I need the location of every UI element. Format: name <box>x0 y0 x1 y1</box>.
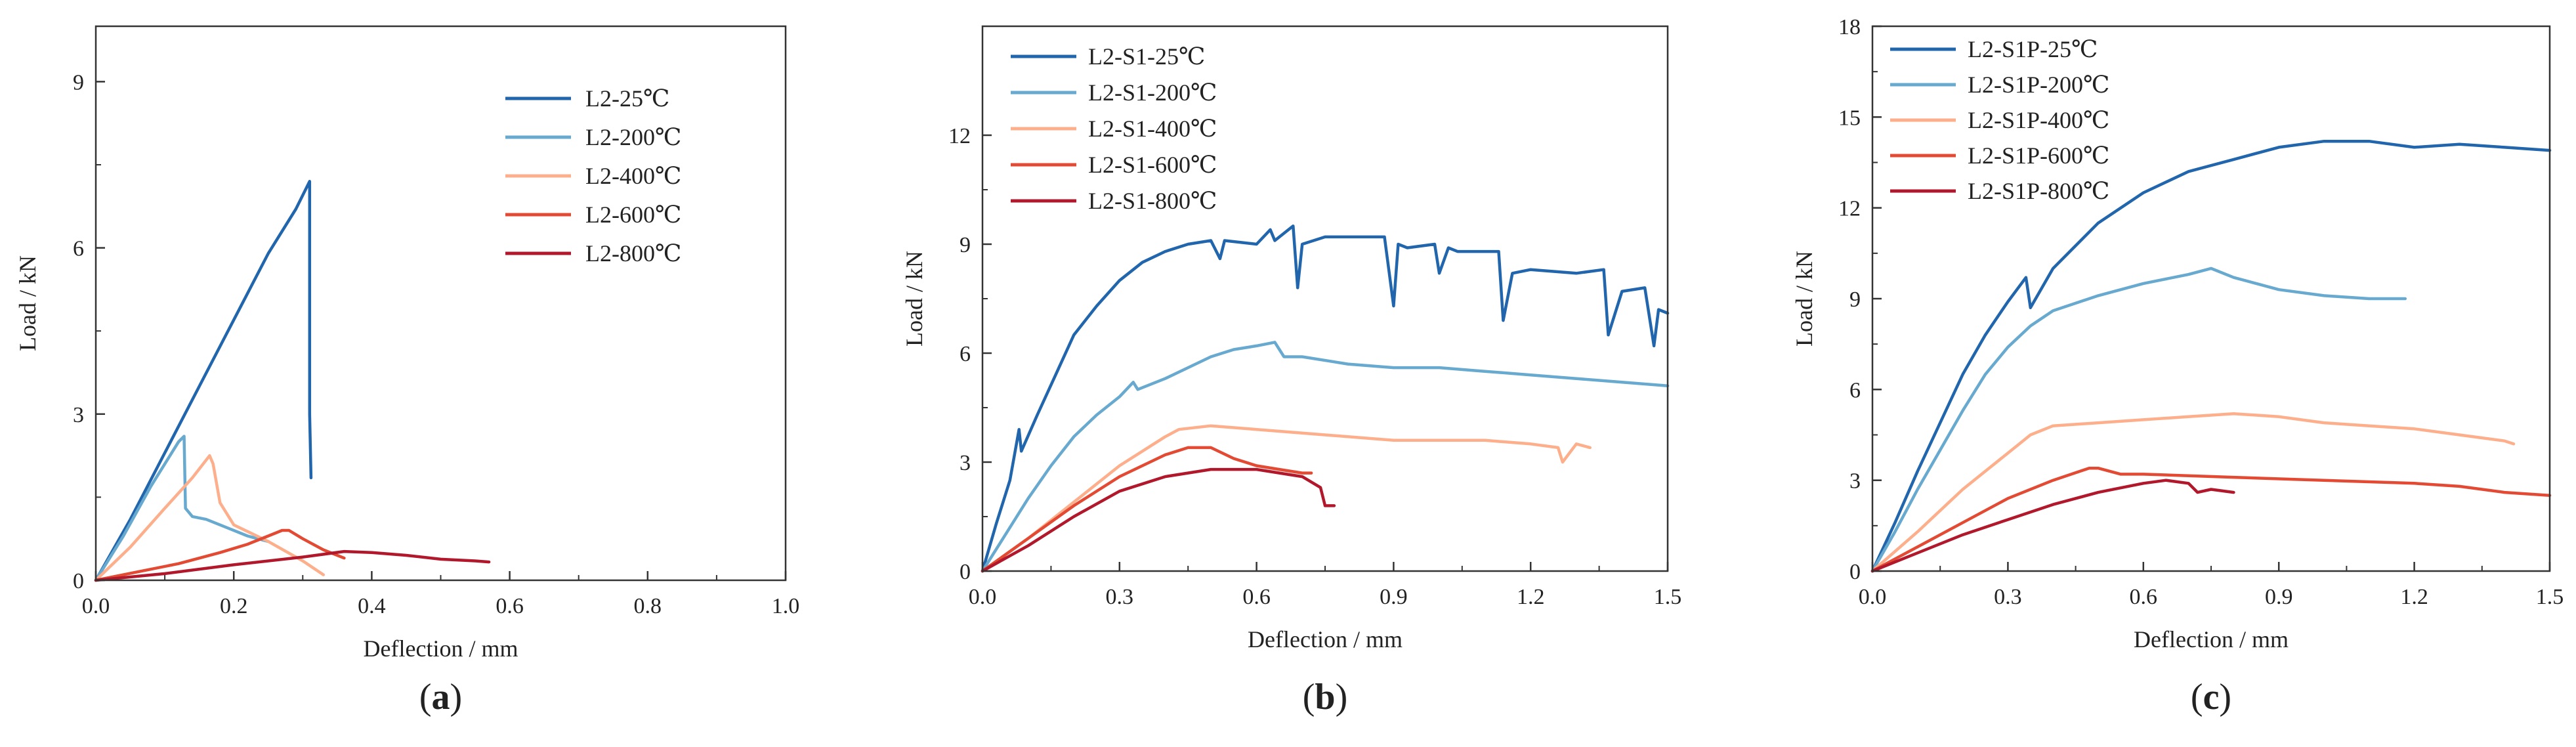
series-line-b-3 <box>981 424 1592 573</box>
x-tick-label-c-4: 1.2 <box>2400 585 2428 609</box>
legend-label-a-3: L2-400℃ <box>585 163 681 189</box>
x-tick-label-c-5: 1.5 <box>2536 585 2564 609</box>
series-line-c-5 <box>1870 479 2235 573</box>
y-tick-label-b-2: 6 <box>960 342 971 366</box>
plot-frame-a <box>95 25 787 582</box>
legend-label-b-1: L2-S1-25℃ <box>1088 43 1205 70</box>
panel-label-b: (b) <box>1303 677 1347 717</box>
legend-c: L2-S1P-25℃ L2-S1P-200℃ L2-S1P-400℃ L2-S1P-6… <box>1890 36 2109 204</box>
y-tick-label-a-0: 0 <box>73 569 84 593</box>
series-line-c-3 <box>1870 412 2516 573</box>
y-tick-label-c-1: 3 <box>1849 469 1861 494</box>
legend-label-c-5: L2-S1P-800℃ <box>1968 178 2109 204</box>
x-tick-label-a-1: 0.2 <box>220 594 248 618</box>
chart-panel-c: 0.0 0.3 0.6 0.9 1.2 1.5 0 3 6 9 12 15 18 Deflection /… <box>1791 15 2564 717</box>
y-tick-label-b-4: 12 <box>948 124 971 148</box>
series-line-b-1 <box>981 224 1670 573</box>
x-tick-label-c-1: 0.3 <box>1994 585 2022 609</box>
series-line-a-4 <box>94 528 346 582</box>
series-line-c-2 <box>1870 267 2407 573</box>
x-axis-title-a: Deflection / mm <box>364 635 518 662</box>
x-tick-label-a-0: 0.0 <box>82 594 110 618</box>
x-tick-label-c-2: 0.6 <box>2130 585 2158 609</box>
y-tick-label-c-2: 6 <box>1849 378 1861 402</box>
legend-label-c-2: L2-S1P-200℃ <box>1968 72 2109 98</box>
legend-a: L2-25℃ L2-200℃ L2-400℃ L2-600℃ L2-800℃ <box>505 85 681 267</box>
x-tick-label-a-3: 0.6 <box>496 594 524 618</box>
panel-label-a: (a) <box>419 677 462 717</box>
series-line-b-2 <box>981 341 1670 573</box>
y-tick-label-c-3: 9 <box>1849 288 1861 312</box>
legend-label-c-4: L2-S1P-600℃ <box>1968 142 2109 169</box>
series-line-a-2 <box>94 435 270 582</box>
y-tick-label-c-4: 12 <box>1838 197 1861 221</box>
x-tick-label-b-3: 0.9 <box>1380 585 1408 609</box>
legend-label-a-1: L2-25℃ <box>585 85 669 112</box>
series-line-a-5 <box>94 549 491 582</box>
series-line-b-5 <box>981 467 1336 573</box>
x-axis-title-c: Deflection / mm <box>2134 626 2289 652</box>
x-tick-label-b-2: 0.6 <box>1242 585 1271 609</box>
y-tick-label-a-2: 6 <box>73 237 84 261</box>
y-tick-label-b-0: 0 <box>960 560 971 584</box>
x-axis-title-b: Deflection / mm <box>1248 626 1403 652</box>
x-tick-label-a-2: 0.4 <box>358 594 386 618</box>
legend-label-c-3: L2-S1P-400℃ <box>1968 107 2109 133</box>
series-line-b-4 <box>981 446 1313 573</box>
y-axis-title-b: Load / kN <box>901 251 927 347</box>
y-tick-label-c-5: 15 <box>1838 106 1861 130</box>
legend-label-b-5: L2-S1-800℃ <box>1088 188 1217 214</box>
chart-panel-a: 0.0 0.2 0.4 0.6 0.8 1.0 0 3 6 9 Deflection / mm Loa… <box>14 25 800 717</box>
x-tick-label-b-0: 0.0 <box>969 585 997 609</box>
x-tick-label-b-1: 0.3 <box>1106 585 1134 609</box>
legend-label-b-4: L2-S1-600℃ <box>1088 152 1217 178</box>
y-tick-label-b-3: 9 <box>960 233 971 257</box>
plot-frame-b <box>981 25 1669 572</box>
x-tick-label-c-3: 0.9 <box>2265 585 2293 609</box>
legend-label-b-2: L2-S1-200℃ <box>1088 79 1217 106</box>
y-tick-label-c-6: 18 <box>1838 15 1861 39</box>
panel-label-c: (c) <box>2191 677 2231 717</box>
x-tick-label-b-5: 1.5 <box>1654 585 1682 609</box>
legend-label-a-2: L2-200℃ <box>585 124 681 150</box>
y-tick-label-b-1: 3 <box>960 451 971 475</box>
x-tick-label-a-4: 0.8 <box>634 594 662 618</box>
y-tick-label-c-0: 0 <box>1849 560 1861 584</box>
legend-label-c-1: L2-S1P-25℃ <box>1968 36 2098 62</box>
legend-b: L2-S1-25℃ L2-S1-200℃ L2-S1-400℃ L2-S1-600℃ L… <box>1011 43 1217 214</box>
chart-panel-b: 0.0 0.3 0.6 0.9 1.2 1.5 0 3 6 9 12 Deflection / mm L… <box>901 25 1682 717</box>
y-axis-title-a: Load / kN <box>14 255 41 351</box>
series-line-c-4 <box>1870 466 2552 573</box>
x-tick-label-a-5: 1.0 <box>772 594 800 618</box>
y-axis-title-c: Load / kN <box>1791 251 1817 347</box>
series-line-a-3 <box>94 454 326 582</box>
series-line-a-1 <box>94 180 313 582</box>
series-line-c-1 <box>1870 139 2552 573</box>
legend-label-a-4: L2-600℃ <box>585 202 681 228</box>
y-tick-label-a-1: 3 <box>73 403 84 427</box>
legend-label-a-5: L2-800℃ <box>585 240 681 267</box>
x-tick-label-b-4: 1.2 <box>1517 585 1545 609</box>
legend-label-b-3: L2-S1-400℃ <box>1088 116 1217 142</box>
x-tick-label-c-0: 0.0 <box>1859 585 1887 609</box>
y-tick-label-a-3: 9 <box>73 70 84 95</box>
